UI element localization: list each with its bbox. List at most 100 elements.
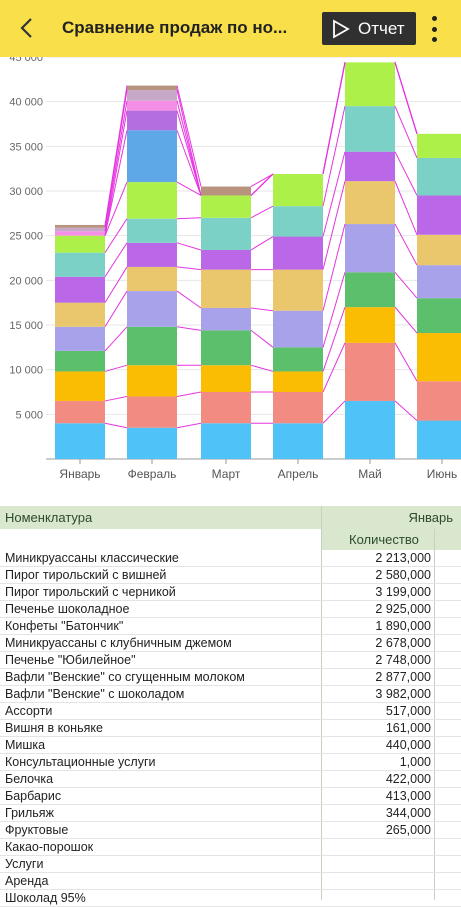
bar-segment[interactable] [127, 242, 177, 267]
table-row[interactable]: Пирог тирольский с черникой 3 199,000 [0, 584, 461, 601]
bar-segment[interactable] [417, 234, 461, 266]
bar-segment[interactable] [127, 130, 177, 183]
connector-line [322, 151, 346, 237]
bar-segment[interactable] [273, 269, 323, 311]
connector-line [176, 266, 202, 271]
table-row[interactable]: Грильяж 344,000 [0, 805, 461, 822]
table-row[interactable]: Какао-порошок [0, 839, 461, 856]
bar-segment[interactable] [273, 371, 323, 392]
table-row[interactable]: Миникруассаны классические 2 213,000 [0, 550, 461, 567]
bar-segment[interactable] [417, 420, 461, 459]
bar-segment[interactable] [127, 110, 177, 131]
bar-segment[interactable] [127, 326, 177, 366]
table-row[interactable]: Услуги [0, 856, 461, 873]
bar-segment[interactable] [273, 174, 323, 207]
connector-line [104, 242, 128, 278]
table-row[interactable]: Вафли "Венские" с шоколадом 3 982,000 [0, 686, 461, 703]
table-row[interactable]: Печенье "Юбилейное" 2 748,000 [0, 652, 461, 669]
bar-segment[interactable] [417, 333, 461, 382]
bar-segment[interactable] [127, 218, 177, 243]
bar-segment[interactable] [345, 181, 395, 225]
bar-segment[interactable] [127, 291, 177, 327]
bar-segment[interactable] [55, 276, 105, 303]
bar-segment[interactable] [55, 302, 105, 327]
row-quantity: 3 199,000 [375, 585, 431, 599]
bar-segment[interactable] [127, 427, 177, 459]
bar-segment[interactable] [345, 272, 395, 308]
bar-segment[interactable] [201, 308, 251, 331]
bar-segment[interactable] [55, 227, 105, 232]
bar-segment[interactable] [55, 326, 105, 351]
table-row[interactable]: Белочка 422,000 [0, 771, 461, 788]
bar-segment[interactable] [417, 381, 461, 421]
bar-segment[interactable] [201, 392, 251, 424]
bar-segment[interactable] [127, 85, 177, 91]
bar-segment[interactable] [273, 236, 323, 270]
bar-segment[interactable] [345, 307, 395, 343]
bar-segment[interactable] [55, 231, 105, 236]
more-vertical-icon[interactable] [424, 14, 444, 44]
bar-segment[interactable] [55, 371, 105, 401]
bar-segment[interactable] [417, 157, 461, 196]
table-row[interactable]: Миникруассаны с клубничным джемом 2 678,0… [0, 635, 461, 652]
bar-segment[interactable] [201, 217, 251, 250]
bar-segment[interactable] [345, 400, 395, 459]
table-row[interactable]: Фруктовые 265,000 [0, 822, 461, 839]
table-row[interactable]: Ассорти 517,000 [0, 703, 461, 720]
bar-segment[interactable] [201, 365, 251, 392]
bar-segment[interactable] [273, 206, 323, 237]
bar-segment[interactable] [273, 423, 323, 459]
connector-line [104, 364, 128, 372]
bar-segment[interactable] [201, 330, 251, 366]
table-row[interactable]: Вафли "Венские" со сгущенным молоком 2 87… [0, 669, 461, 686]
connector-line [176, 85, 202, 187]
bar-segment[interactable] [55, 400, 105, 424]
table-row[interactable]: Аренда [0, 873, 461, 890]
bar-segment[interactable] [273, 310, 323, 348]
bar-segment[interactable] [55, 252, 105, 277]
table-row[interactable]: Консультационные услуги 1,000 [0, 754, 461, 771]
bar-segment[interactable] [417, 265, 461, 299]
bar-segment[interactable] [55, 235, 105, 253]
connector-line [104, 290, 128, 328]
table-row[interactable]: Барбарис 413,000 [0, 788, 461, 805]
bar-segment[interactable] [417, 133, 461, 158]
table-row[interactable]: Пирог тирольский с вишней 2 580,000 [0, 567, 461, 584]
bar-segment[interactable] [127, 182, 177, 219]
bar-segment[interactable] [345, 342, 395, 401]
bar-segment[interactable] [345, 62, 395, 107]
bar-segment[interactable] [345, 106, 395, 152]
bar-segment[interactable] [273, 347, 323, 372]
report-button[interactable]: Отчет [322, 12, 416, 45]
bar-segment[interactable] [345, 224, 395, 273]
bar-segment[interactable] [273, 392, 323, 424]
row-quantity: 2 877,000 [375, 670, 431, 684]
table-row[interactable]: Печенье шоколадное 2 925,000 [0, 601, 461, 618]
bar-segment[interactable] [201, 269, 251, 309]
bar-segment[interactable] [127, 365, 177, 397]
back-button[interactable] [14, 15, 40, 41]
bar-segment[interactable] [127, 100, 177, 111]
bar-segment[interactable] [201, 186, 251, 196]
bar-segment[interactable] [127, 396, 177, 428]
bar-segment[interactable] [201, 423, 251, 459]
table-row[interactable]: Вишня в коньяке 161,000 [0, 720, 461, 737]
connector-line [104, 266, 128, 303]
bar-segment[interactable] [127, 90, 177, 101]
connector-line [104, 100, 128, 232]
row-name: Ассорти [5, 704, 53, 718]
bar-segment[interactable] [201, 249, 251, 270]
bar-segment[interactable] [55, 423, 105, 459]
bar-segment[interactable] [417, 195, 461, 235]
table-row[interactable]: Мишка 440,000 [0, 737, 461, 754]
table-row[interactable]: Шоколад 95% [0, 890, 461, 907]
row-quantity: 517,000 [385, 704, 431, 718]
table-row[interactable]: Конфеты "Батончик" 1 890,000 [0, 618, 461, 635]
bar-segment[interactable] [55, 224, 105, 228]
bar-segment[interactable] [55, 350, 105, 372]
bar-segment[interactable] [127, 266, 177, 292]
bar-segment[interactable] [201, 195, 251, 218]
x-tick-label: Апрель [278, 467, 319, 481]
bar-segment[interactable] [417, 298, 461, 334]
bar-segment[interactable] [345, 151, 395, 182]
